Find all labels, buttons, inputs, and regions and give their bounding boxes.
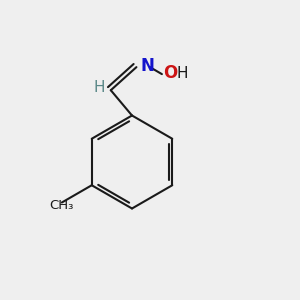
Text: CH₃: CH₃ (49, 199, 74, 212)
Text: H: H (94, 80, 105, 95)
Text: N: N (140, 57, 154, 75)
Text: H: H (176, 66, 188, 81)
Text: O: O (164, 64, 178, 82)
